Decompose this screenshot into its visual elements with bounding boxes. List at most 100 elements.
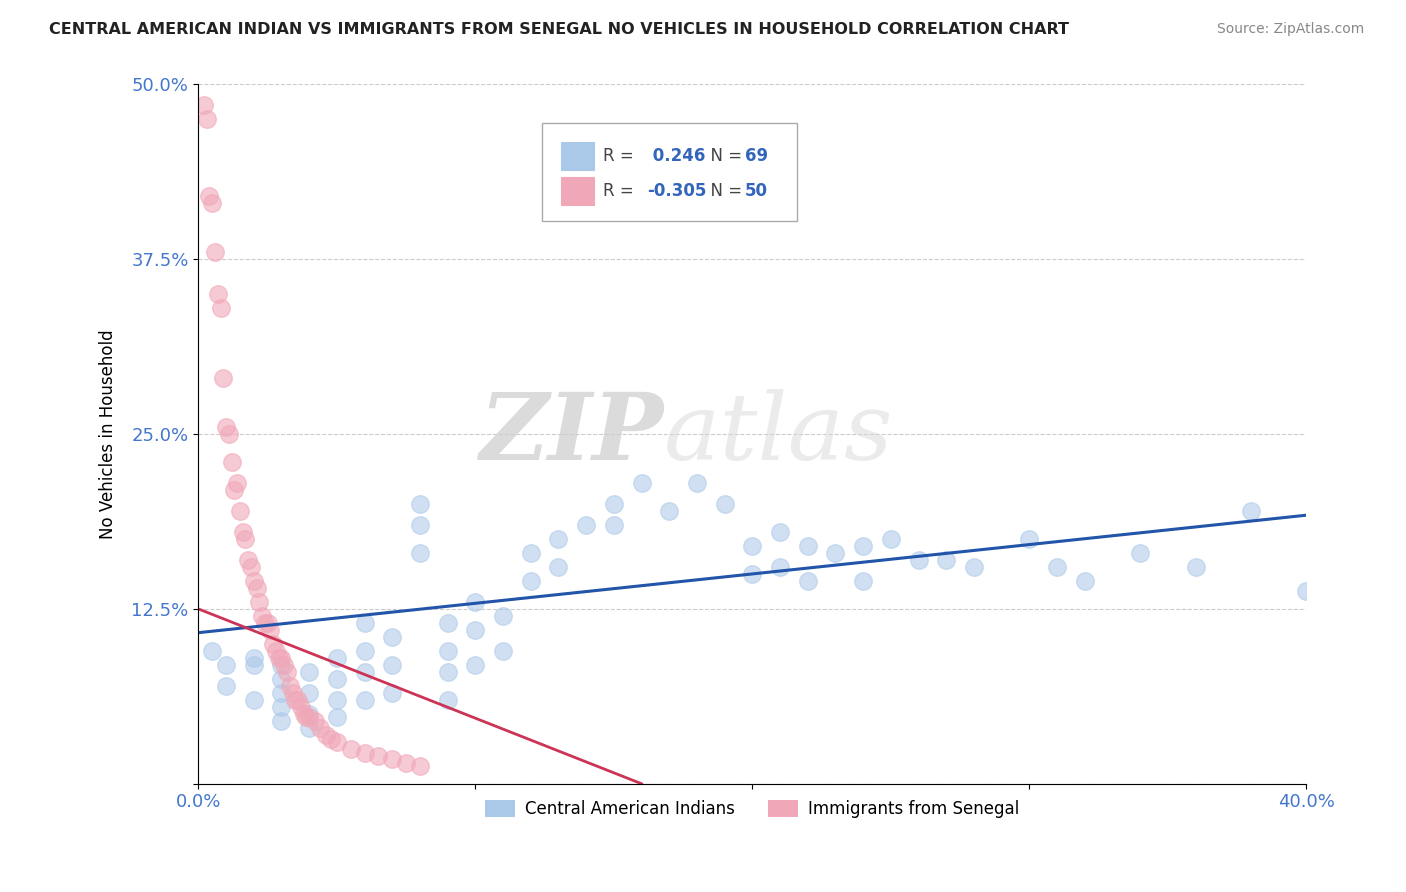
Point xyxy=(796,574,818,588)
Point xyxy=(1046,560,1069,574)
Point xyxy=(353,644,375,658)
Point xyxy=(215,679,238,693)
Point xyxy=(603,497,626,511)
Point xyxy=(575,518,598,533)
Point xyxy=(339,741,361,756)
Point xyxy=(824,546,846,560)
Text: R =: R = xyxy=(603,147,638,165)
Point xyxy=(270,672,292,686)
Point xyxy=(658,504,681,518)
Point xyxy=(353,693,375,707)
Point xyxy=(1018,532,1040,546)
Point xyxy=(250,608,273,623)
Point xyxy=(215,657,238,672)
Text: N =: N = xyxy=(700,147,748,165)
Point xyxy=(395,756,418,770)
Point xyxy=(464,623,486,637)
Point xyxy=(492,644,515,658)
Point xyxy=(367,748,389,763)
Point xyxy=(769,524,792,539)
Point xyxy=(221,455,243,469)
Point xyxy=(353,746,375,760)
Point xyxy=(270,657,292,672)
Point xyxy=(852,574,875,588)
Point xyxy=(686,476,709,491)
Point xyxy=(1240,504,1263,518)
Text: 69: 69 xyxy=(745,147,768,165)
Point xyxy=(212,371,235,385)
Point xyxy=(796,539,818,553)
Point xyxy=(1129,546,1152,560)
Text: 0.246: 0.246 xyxy=(647,147,706,165)
Point xyxy=(436,665,458,679)
Point xyxy=(281,686,304,700)
Point xyxy=(464,657,486,672)
Point xyxy=(907,553,929,567)
Point xyxy=(242,574,264,588)
Point xyxy=(215,420,238,434)
Point xyxy=(259,623,281,637)
Point xyxy=(1295,583,1317,598)
Point xyxy=(232,524,254,539)
Legend: Central American Indians, Immigrants from Senegal: Central American Indians, Immigrants fro… xyxy=(478,793,1026,824)
Point xyxy=(315,728,337,742)
Point xyxy=(201,644,224,658)
Point xyxy=(326,672,349,686)
Point xyxy=(326,709,349,723)
Point xyxy=(195,112,218,127)
Point xyxy=(1073,574,1095,588)
Point xyxy=(276,665,298,679)
Point xyxy=(284,693,307,707)
Point xyxy=(273,657,295,672)
Point xyxy=(198,189,221,203)
Point xyxy=(436,615,458,630)
Point xyxy=(963,560,986,574)
Point xyxy=(519,574,541,588)
Point xyxy=(630,476,652,491)
Point xyxy=(298,686,321,700)
Point xyxy=(769,560,792,574)
Point xyxy=(1184,560,1206,574)
Point xyxy=(409,497,432,511)
Point xyxy=(204,245,226,260)
Point xyxy=(381,751,404,765)
Point xyxy=(741,539,763,553)
Text: N =: N = xyxy=(700,182,748,200)
Point xyxy=(290,699,312,714)
Point xyxy=(381,630,404,644)
Point xyxy=(326,693,349,707)
Point xyxy=(547,560,569,574)
Point xyxy=(253,615,276,630)
Point xyxy=(226,476,249,491)
Point xyxy=(298,709,321,723)
Point xyxy=(713,497,735,511)
Point xyxy=(264,644,287,658)
Point xyxy=(603,518,626,533)
Point xyxy=(409,758,432,772)
Point xyxy=(935,553,957,567)
FancyBboxPatch shape xyxy=(541,123,797,221)
Point xyxy=(270,714,292,728)
Point xyxy=(326,735,349,749)
Point xyxy=(207,287,229,301)
FancyBboxPatch shape xyxy=(561,177,593,205)
Point xyxy=(852,539,875,553)
Point xyxy=(256,615,278,630)
Point xyxy=(193,98,215,112)
Point xyxy=(298,721,321,735)
Point xyxy=(880,532,903,546)
Point xyxy=(436,693,458,707)
Text: CENTRAL AMERICAN INDIAN VS IMMIGRANTS FROM SENEGAL NO VEHICLES IN HOUSEHOLD CORR: CENTRAL AMERICAN INDIAN VS IMMIGRANTS FR… xyxy=(49,22,1069,37)
Point xyxy=(353,615,375,630)
Point xyxy=(298,665,321,679)
Point xyxy=(201,196,224,211)
Point xyxy=(218,427,240,442)
Point xyxy=(741,566,763,581)
Point xyxy=(292,706,315,721)
Point xyxy=(267,651,290,665)
Point xyxy=(270,686,292,700)
Point xyxy=(519,546,541,560)
Point xyxy=(235,532,257,546)
Point xyxy=(270,699,292,714)
Point xyxy=(381,657,404,672)
